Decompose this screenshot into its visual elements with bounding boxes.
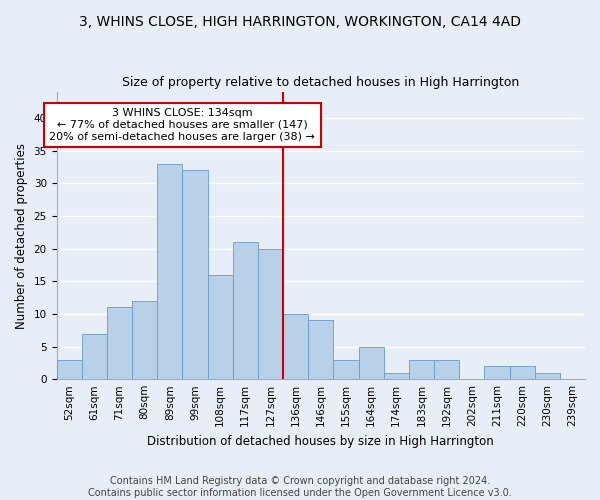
Bar bbox=[434, 360, 459, 379]
Title: Size of property relative to detached houses in High Harrington: Size of property relative to detached ho… bbox=[122, 76, 520, 90]
Bar bbox=[308, 320, 334, 379]
Text: Contains HM Land Registry data © Crown copyright and database right 2024.
Contai: Contains HM Land Registry data © Crown c… bbox=[88, 476, 512, 498]
Text: 3 WHINS CLOSE: 134sqm
← 77% of detached houses are smaller (147)
20% of semi-det: 3 WHINS CLOSE: 134sqm ← 77% of detached … bbox=[49, 108, 315, 142]
Bar bbox=[283, 314, 308, 379]
Bar bbox=[56, 360, 82, 379]
Bar bbox=[383, 372, 409, 379]
Bar bbox=[535, 372, 560, 379]
Bar bbox=[359, 346, 383, 379]
Bar bbox=[258, 248, 283, 379]
Bar bbox=[334, 360, 359, 379]
Text: 3, WHINS CLOSE, HIGH HARRINGTON, WORKINGTON, CA14 4AD: 3, WHINS CLOSE, HIGH HARRINGTON, WORKING… bbox=[79, 15, 521, 29]
Bar bbox=[409, 360, 434, 379]
Bar bbox=[509, 366, 535, 379]
Bar bbox=[208, 275, 233, 379]
Bar bbox=[82, 334, 107, 379]
Bar bbox=[157, 164, 182, 379]
Y-axis label: Number of detached properties: Number of detached properties bbox=[15, 142, 28, 328]
Bar bbox=[132, 301, 157, 379]
Bar bbox=[484, 366, 509, 379]
Bar bbox=[182, 170, 208, 379]
X-axis label: Distribution of detached houses by size in High Harrington: Distribution of detached houses by size … bbox=[148, 434, 494, 448]
Bar bbox=[233, 242, 258, 379]
Bar bbox=[107, 308, 132, 379]
